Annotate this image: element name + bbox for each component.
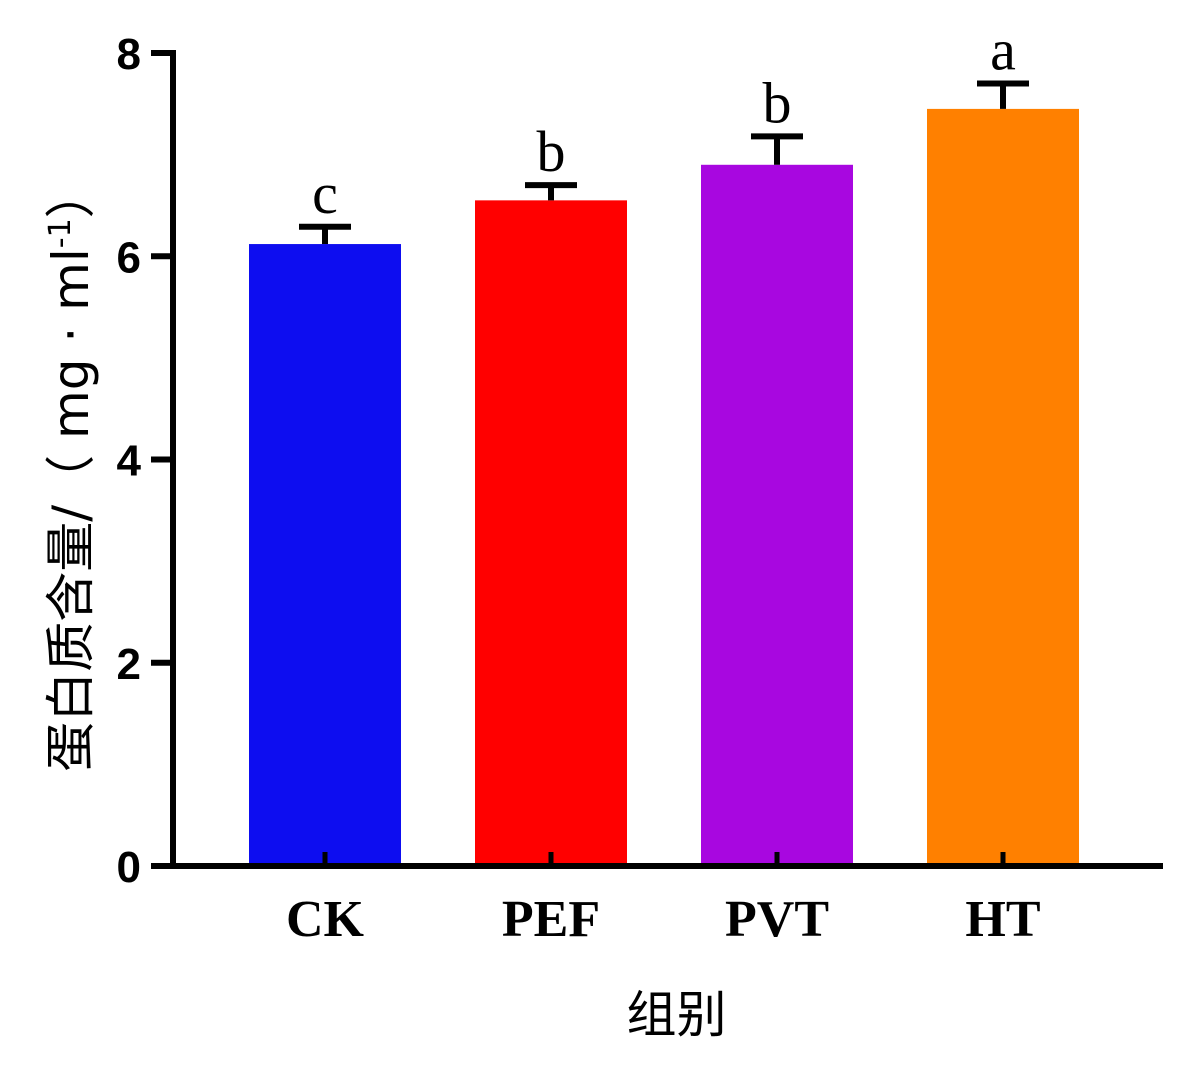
y-tick-label-1: 2 — [117, 640, 141, 689]
bar-ck — [249, 244, 401, 866]
x-axis-title: 组别 — [627, 986, 727, 1044]
significance-label-ht: a — [990, 17, 1016, 82]
y-tick-label-0: 0 — [117, 843, 141, 892]
y-ticks-group: 0 2 4 6 8 — [117, 30, 173, 892]
x-ticks-group: CK PEF PVT HT — [286, 852, 1041, 948]
y-tick-label-2: 4 — [117, 437, 142, 486]
y-axis-title-main: 蛋白质含量/（ mg · ml — [42, 248, 100, 771]
y-tick-label-3: 6 — [117, 233, 141, 282]
significance-label-pef: b — [537, 119, 566, 184]
significance-labels-group: c b b a — [312, 17, 1016, 225]
bar-pvt — [701, 164, 853, 867]
bar-pef — [475, 200, 627, 866]
x-tick-label-ck: CK — [286, 891, 365, 948]
x-tick-label-ht: HT — [965, 891, 1040, 948]
error-bars-group — [299, 80, 1029, 245]
significance-label-ck: c — [312, 161, 338, 226]
y-axis-title-superscript: -1 — [43, 218, 78, 248]
x-tick-label-pef: PEF — [502, 891, 600, 948]
y-axis-title: 蛋白质含量/（ mg · ml-1） — [42, 168, 100, 771]
x-tick-label-pvt: PVT — [725, 891, 829, 948]
y-tick-label-4: 8 — [117, 30, 141, 79]
y-axis-title-close: ） — [42, 168, 100, 218]
significance-label-pvt: b — [763, 70, 792, 135]
bar-ht — [927, 108, 1079, 867]
bars-group — [249, 108, 1079, 867]
